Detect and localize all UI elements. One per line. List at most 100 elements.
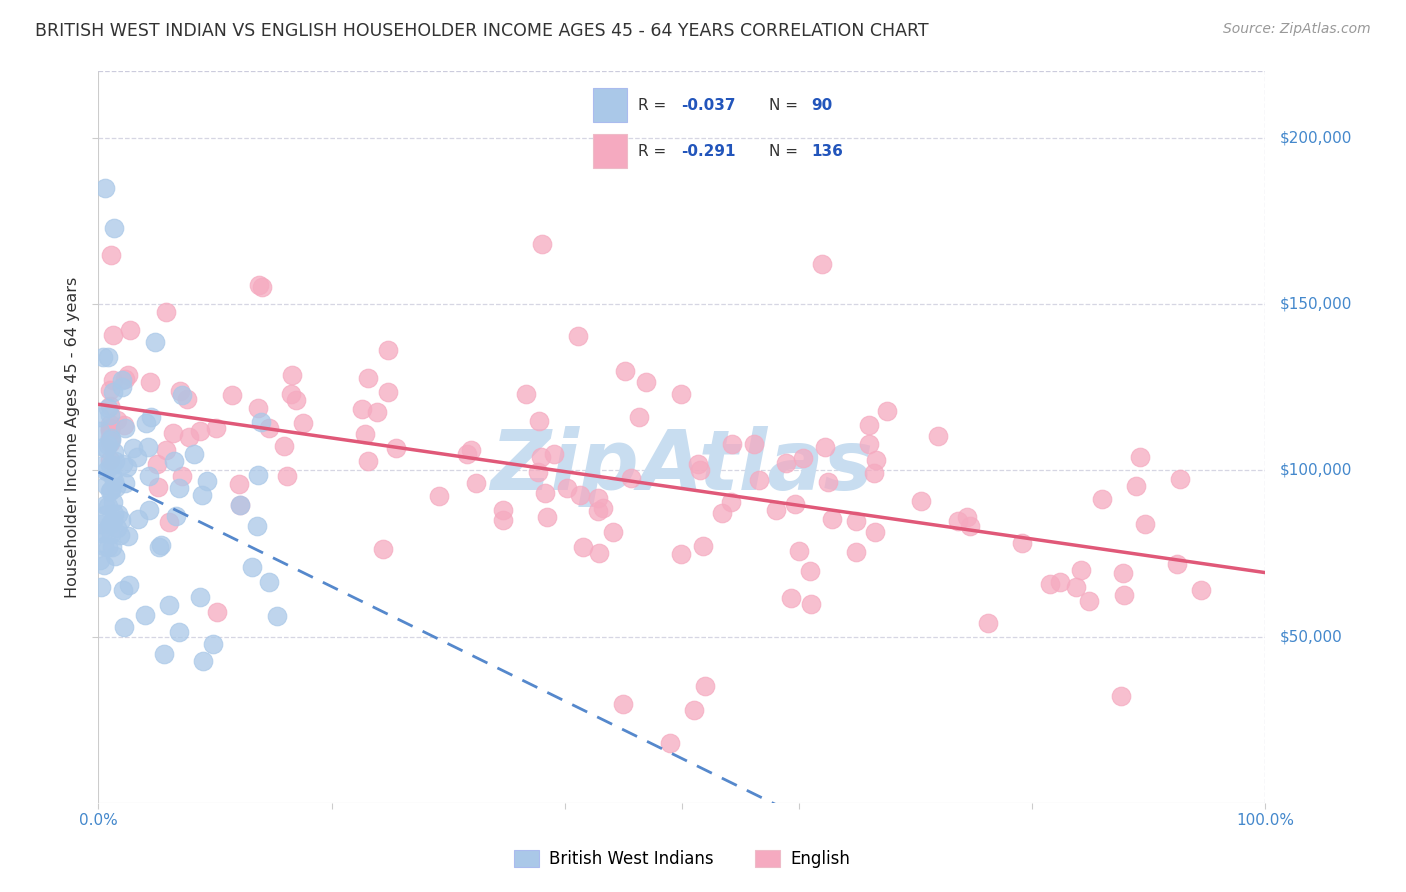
Point xyxy=(97,401,120,415)
Point xyxy=(111,373,134,387)
Point xyxy=(1109,689,1132,703)
Point xyxy=(148,480,170,494)
Point xyxy=(955,509,977,524)
Point xyxy=(134,607,156,622)
Point xyxy=(1066,581,1088,595)
Point xyxy=(190,425,212,439)
FancyBboxPatch shape xyxy=(593,88,627,122)
Point xyxy=(257,420,280,434)
Point xyxy=(775,456,797,470)
Point xyxy=(103,220,125,235)
Point xyxy=(748,473,770,487)
Point xyxy=(354,426,377,441)
Point xyxy=(536,509,558,524)
Point xyxy=(276,469,298,483)
Point xyxy=(567,329,589,343)
Point xyxy=(114,420,136,434)
Point xyxy=(100,526,122,541)
Point xyxy=(492,513,515,527)
Point xyxy=(612,697,634,711)
Point xyxy=(555,481,578,495)
Point xyxy=(814,440,837,454)
Point xyxy=(101,385,124,400)
Point xyxy=(366,405,388,419)
Point xyxy=(152,647,174,661)
Point xyxy=(799,564,821,578)
Point xyxy=(162,426,184,441)
Point xyxy=(104,454,127,468)
Point xyxy=(927,429,949,443)
Point xyxy=(977,615,1000,630)
Point xyxy=(177,429,200,443)
Point xyxy=(586,504,609,518)
Point xyxy=(93,558,115,572)
Point xyxy=(845,514,868,528)
Point xyxy=(634,376,657,390)
Point xyxy=(250,280,273,294)
Point xyxy=(94,499,117,513)
Point xyxy=(111,458,134,472)
Text: $100,000: $100,000 xyxy=(1279,463,1351,478)
Point xyxy=(456,447,478,461)
Point xyxy=(1189,582,1212,597)
Point xyxy=(266,609,288,624)
Point xyxy=(229,499,252,513)
Point xyxy=(800,597,823,611)
Point xyxy=(779,591,801,605)
Point xyxy=(89,517,111,532)
Point xyxy=(100,248,122,262)
Point xyxy=(127,512,149,526)
Point xyxy=(527,466,550,480)
Text: R =: R = xyxy=(638,144,666,159)
Point xyxy=(155,443,177,458)
Point xyxy=(105,521,128,535)
Point xyxy=(865,453,887,467)
Point xyxy=(89,425,111,439)
Point xyxy=(669,387,692,401)
Point xyxy=(1078,594,1101,608)
Point xyxy=(273,439,295,453)
Point xyxy=(863,524,886,539)
Point xyxy=(100,431,122,445)
Point xyxy=(588,491,610,506)
Point xyxy=(628,410,651,425)
Point xyxy=(744,436,766,450)
Point xyxy=(1170,472,1192,486)
Point xyxy=(98,431,121,445)
Point xyxy=(246,401,269,415)
Point xyxy=(146,458,169,472)
Point xyxy=(671,547,693,561)
Text: 90: 90 xyxy=(811,98,832,113)
Point xyxy=(169,384,191,398)
Point xyxy=(385,441,408,455)
Point xyxy=(792,450,814,465)
Text: Source: ZipAtlas.com: Source: ZipAtlas.com xyxy=(1223,22,1371,37)
Point xyxy=(114,476,136,491)
Point xyxy=(155,305,177,319)
Point xyxy=(98,409,121,423)
Point xyxy=(98,436,121,450)
Point xyxy=(89,525,111,540)
Point xyxy=(97,438,120,452)
Legend: British West Indians, English: British West Indians, English xyxy=(508,844,856,875)
Point xyxy=(689,463,711,477)
Point xyxy=(101,514,124,528)
Point xyxy=(167,481,190,495)
Point xyxy=(107,508,129,522)
Point xyxy=(285,392,308,407)
Point xyxy=(1112,588,1135,602)
Point xyxy=(98,383,121,397)
Point xyxy=(101,458,124,472)
Point xyxy=(530,237,553,252)
Point xyxy=(103,328,125,343)
Point xyxy=(821,512,844,526)
Point xyxy=(845,545,868,559)
Point xyxy=(112,418,135,433)
Point xyxy=(163,454,186,468)
Point xyxy=(112,582,135,597)
Text: N =: N = xyxy=(769,144,799,159)
Point xyxy=(377,385,399,400)
Point xyxy=(118,323,141,337)
Point xyxy=(136,440,159,454)
Point xyxy=(96,441,118,455)
